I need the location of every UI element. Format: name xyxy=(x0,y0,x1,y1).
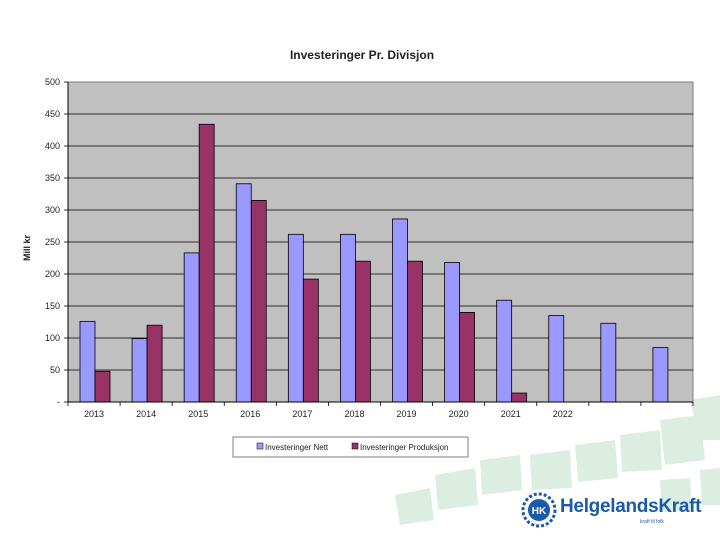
bar-nett xyxy=(183,252,200,403)
bar-produksjon xyxy=(511,392,528,403)
legend: Investeringer Nett Investeringer Produks… xyxy=(232,436,469,458)
bar-produksjon xyxy=(94,370,111,403)
gridlines xyxy=(68,113,693,371)
y-tick-label: 250 xyxy=(45,237,60,247)
bar-produksjon xyxy=(146,324,163,403)
bar-produksjon xyxy=(250,199,267,403)
y-axis: - 50 100 150 200 250 300 350 400 450 500 xyxy=(45,77,69,407)
legend-label-produksjon: Investeringer Produksjon xyxy=(360,443,449,452)
bar-nett xyxy=(652,347,669,403)
y-tick-label: 200 xyxy=(45,269,60,279)
decorative-arrows xyxy=(395,395,720,525)
x-tick-label: 2014 xyxy=(136,409,156,419)
bar-nett xyxy=(444,262,460,403)
logo-mark-text: HK xyxy=(532,506,547,517)
y-tick-label: 100 xyxy=(45,333,60,343)
bar-produksjon xyxy=(355,260,371,403)
company-logo: HelgelandsKraft kraft til folk xyxy=(520,492,710,528)
logo-mark: HK xyxy=(521,492,557,528)
company-name: HelgelandsKraft xyxy=(560,496,702,517)
x-tick-label: 2013 xyxy=(84,409,104,419)
company-tagline: kraft til folk xyxy=(640,519,664,525)
legend-swatch-produksjon xyxy=(351,442,359,450)
bar-nett xyxy=(131,338,148,403)
x-tick-label: 2019 xyxy=(397,409,417,419)
chart-title: Investeringer Pr. Divisjon xyxy=(290,48,434,62)
bar-produksjon xyxy=(407,260,423,403)
legend-swatch-nett xyxy=(256,442,264,450)
bar-nett xyxy=(600,322,617,403)
x-tick-label: 2021 xyxy=(501,409,521,419)
bar-nett xyxy=(340,233,356,403)
x-tick-label: 2016 xyxy=(240,409,260,419)
y-tick-label: 50 xyxy=(50,365,60,375)
y-tick-label: 400 xyxy=(45,141,60,151)
y-axis-label: Mill kr xyxy=(22,235,32,262)
x-tick-label: 2018 xyxy=(344,409,364,419)
bar-produksjon xyxy=(198,123,215,403)
bar-produksjon xyxy=(459,311,475,403)
x-tick-label: 2022 xyxy=(553,409,573,419)
y-tick-label: 350 xyxy=(45,173,60,183)
legend-label-nett: Investeringer Nett xyxy=(265,443,329,452)
x-tick-label: 2020 xyxy=(449,409,469,419)
bar-nett xyxy=(287,233,304,403)
y-tick-label: 150 xyxy=(45,301,60,311)
x-tick-label: 2015 xyxy=(188,409,208,419)
x-tick-label: 2017 xyxy=(292,409,312,419)
y-tick-label: 500 xyxy=(45,77,60,87)
x-axis: 2013 2014 2015 2016 2017 2018 2019 2020 2021 2022 xyxy=(67,401,694,419)
bar-nett xyxy=(392,218,408,403)
bar-nett xyxy=(548,315,565,403)
y-tick-label: - xyxy=(57,397,60,407)
bar-nett xyxy=(79,320,96,403)
bar-nett xyxy=(496,299,513,403)
bar-produksjon xyxy=(302,278,319,403)
bar-nett xyxy=(235,183,252,403)
y-tick-label: 300 xyxy=(45,205,60,215)
bars xyxy=(79,123,669,403)
y-tick-label: 450 xyxy=(45,109,60,119)
